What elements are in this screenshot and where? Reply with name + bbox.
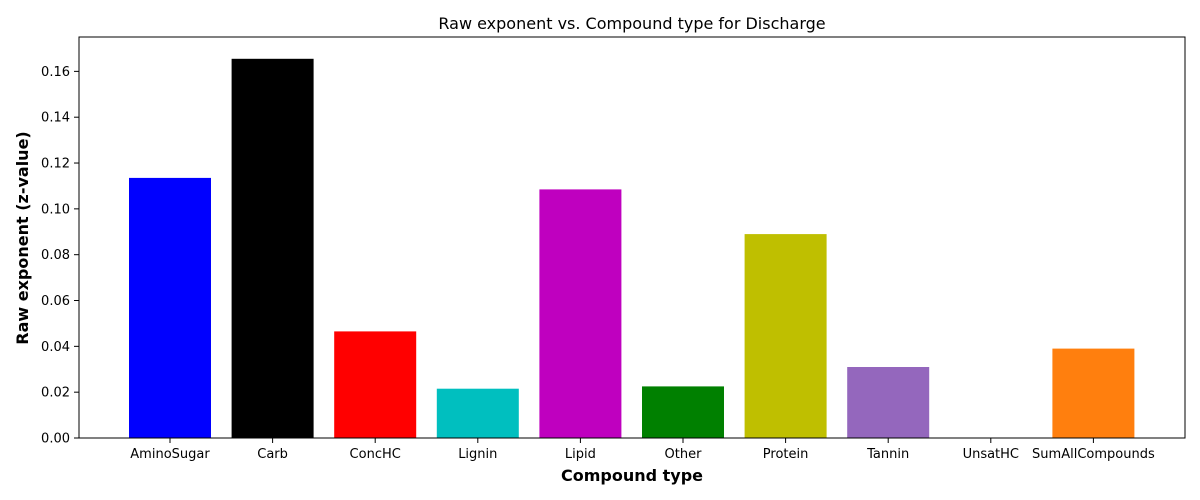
x-tick-label: Carb xyxy=(257,447,288,462)
x-tick-label: ConcHC xyxy=(350,447,401,462)
x-tick-label: Lipid xyxy=(565,447,596,462)
y-axis-title: Raw exponent (z-value) xyxy=(13,131,32,344)
x-tick-label: Protein xyxy=(763,447,809,462)
y-tick-label: 0.06 xyxy=(41,294,70,309)
bars-group xyxy=(129,58,1135,439)
y-tick-label: 0.08 xyxy=(41,248,70,263)
y-tick-label: 0.14 xyxy=(41,111,70,126)
y-tick-label: 0.00 xyxy=(41,432,70,447)
bar-conchc xyxy=(334,331,417,438)
plot-frame xyxy=(78,36,1186,439)
x-axis-title: Compound type xyxy=(561,466,703,485)
bar-carb xyxy=(231,58,314,439)
bar-aminosugar xyxy=(129,177,211,438)
y-tick-label: 0.12 xyxy=(41,157,70,172)
x-axis-ticks: AminoSugar Carb ConcHC Lignin Lipid Other Prot… xyxy=(130,438,1155,462)
y-tick-label: 0.16 xyxy=(41,65,70,80)
bar-lignin xyxy=(436,388,519,438)
y-axis-ticks: 0.00 0.02 0.04 0.06 0.08 0.10 0.12 0.14 0.16 xyxy=(41,65,79,447)
x-tick-label: Other xyxy=(665,447,703,462)
bar-tannin xyxy=(847,367,930,438)
bar-other xyxy=(642,386,724,438)
y-tick-label: 0.10 xyxy=(41,202,70,217)
bar-sumallcompounds xyxy=(1052,348,1135,438)
y-tick-label: 0.04 xyxy=(41,340,70,355)
bar-protein xyxy=(744,234,827,438)
x-tick-label: Lignin xyxy=(458,447,497,462)
chart-title: Raw exponent vs. Compound type for Disch… xyxy=(438,14,825,33)
x-tick-label: SumAllCompounds xyxy=(1032,447,1155,462)
y-tick-label: 0.02 xyxy=(41,386,70,401)
x-tick-label: UnsatHC xyxy=(963,447,1019,462)
bar-lipid xyxy=(539,189,622,438)
x-tick-label: Tannin xyxy=(866,447,909,462)
x-tick-label: AminoSugar xyxy=(130,447,210,462)
